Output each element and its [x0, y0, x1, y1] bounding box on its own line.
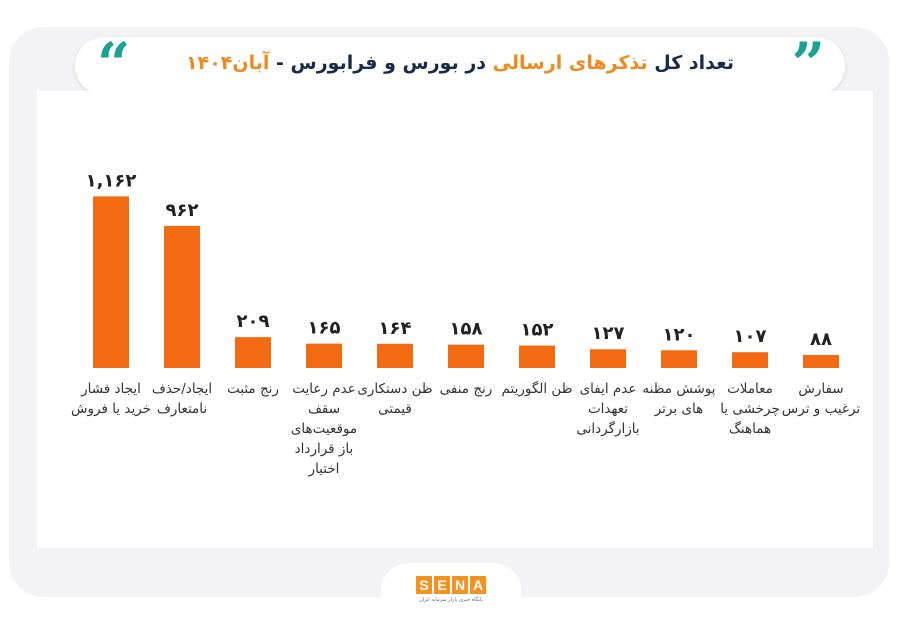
logo-tab	[381, 563, 521, 626]
title-highlight: تذکرهای ارسالی	[492, 52, 648, 74]
title-part1: تعداد کل	[654, 52, 734, 74]
bar	[803, 355, 839, 368]
value-label: ۱۵۲	[521, 320, 554, 341]
value-label: ۹۶۲	[166, 200, 199, 221]
value-label: ۱۲۰	[663, 324, 696, 345]
logo-letter: N	[452, 576, 468, 594]
bar	[235, 337, 271, 368]
value-label: ۱۶۴	[379, 318, 412, 339]
logo-letter: E	[434, 576, 450, 594]
value-label: ۲۰۹	[237, 311, 270, 332]
plot-area: ۱,۱۶۲ ۹۶۲ ۲۰۹ ۱۶۵ ۱۶۴ ۱۵۸ ۱۵۲ ۱۲۷ ۱۲۰ ۱۰۷ ۸۸ ایجاد…	[37, 91, 873, 548]
value-label: ۱۰۷	[734, 326, 767, 347]
category-label: سفارش ترغیب و ترس	[781, 381, 861, 417]
category-label: عدم رعایت سقف موقعیت‌های باز قرارداد اخت…	[290, 381, 358, 477]
bar	[164, 225, 200, 368]
bar	[93, 196, 129, 368]
logo-caption: پایگاه خبری بازار سرمایه ایران	[419, 597, 483, 603]
bar	[661, 350, 697, 368]
category-label: رنج منفی	[439, 381, 493, 397]
category-label: عدم ایفای تعهدات بازارگردانی	[576, 381, 640, 437]
category-label: ایجاد فشار خرید یا فروش	[71, 381, 151, 417]
category-label: ظن دستکاری قیمتی	[357, 381, 433, 417]
chart-title: تعداد کل تذکرهای ارسالی در بورس و فرابور…	[75, 52, 845, 74]
category-label: معاملات چرخشی یا هماهنگ	[720, 381, 780, 437]
bar	[448, 344, 484, 368]
bar	[590, 349, 626, 368]
category-label: ایجاد/حذف نامتعارف	[151, 381, 213, 417]
value-label: ۸۸	[810, 329, 832, 350]
logo-letter: A	[470, 576, 486, 594]
bar	[306, 343, 342, 368]
value-label: ۱,۱۶۲	[86, 170, 137, 191]
open-quote-icon: “	[97, 30, 131, 98]
value-label: ۱۶۵	[308, 318, 341, 339]
title-part2: در بورس و فرابورس -	[276, 52, 487, 74]
category-label: ظن الگوریتم	[501, 381, 573, 397]
category-label: پوشش مظنه های برتر	[642, 381, 716, 417]
title-banner: “ تعداد کل تذکرهای ارسالی در بورس و فراب…	[75, 30, 845, 98]
value-label: ۱۲۷	[592, 323, 625, 344]
title-date: آبان۱۴۰۴	[186, 52, 270, 74]
bar	[732, 352, 768, 368]
bar	[377, 343, 413, 368]
bar	[519, 345, 555, 368]
bar-chart: ۱,۱۶۲ ۹۶۲ ۲۰۹ ۱۶۵ ۱۶۴ ۱۵۸ ۱۵۲ ۱۲۷ ۱۲۰ ۱۰۷ ۸۸	[86, 170, 839, 368]
logo-letter: S	[416, 576, 432, 594]
close-quote-icon: ”	[791, 30, 825, 98]
value-label: ۱۵۸	[450, 319, 483, 340]
category-label: رنج مثبت	[227, 381, 279, 397]
